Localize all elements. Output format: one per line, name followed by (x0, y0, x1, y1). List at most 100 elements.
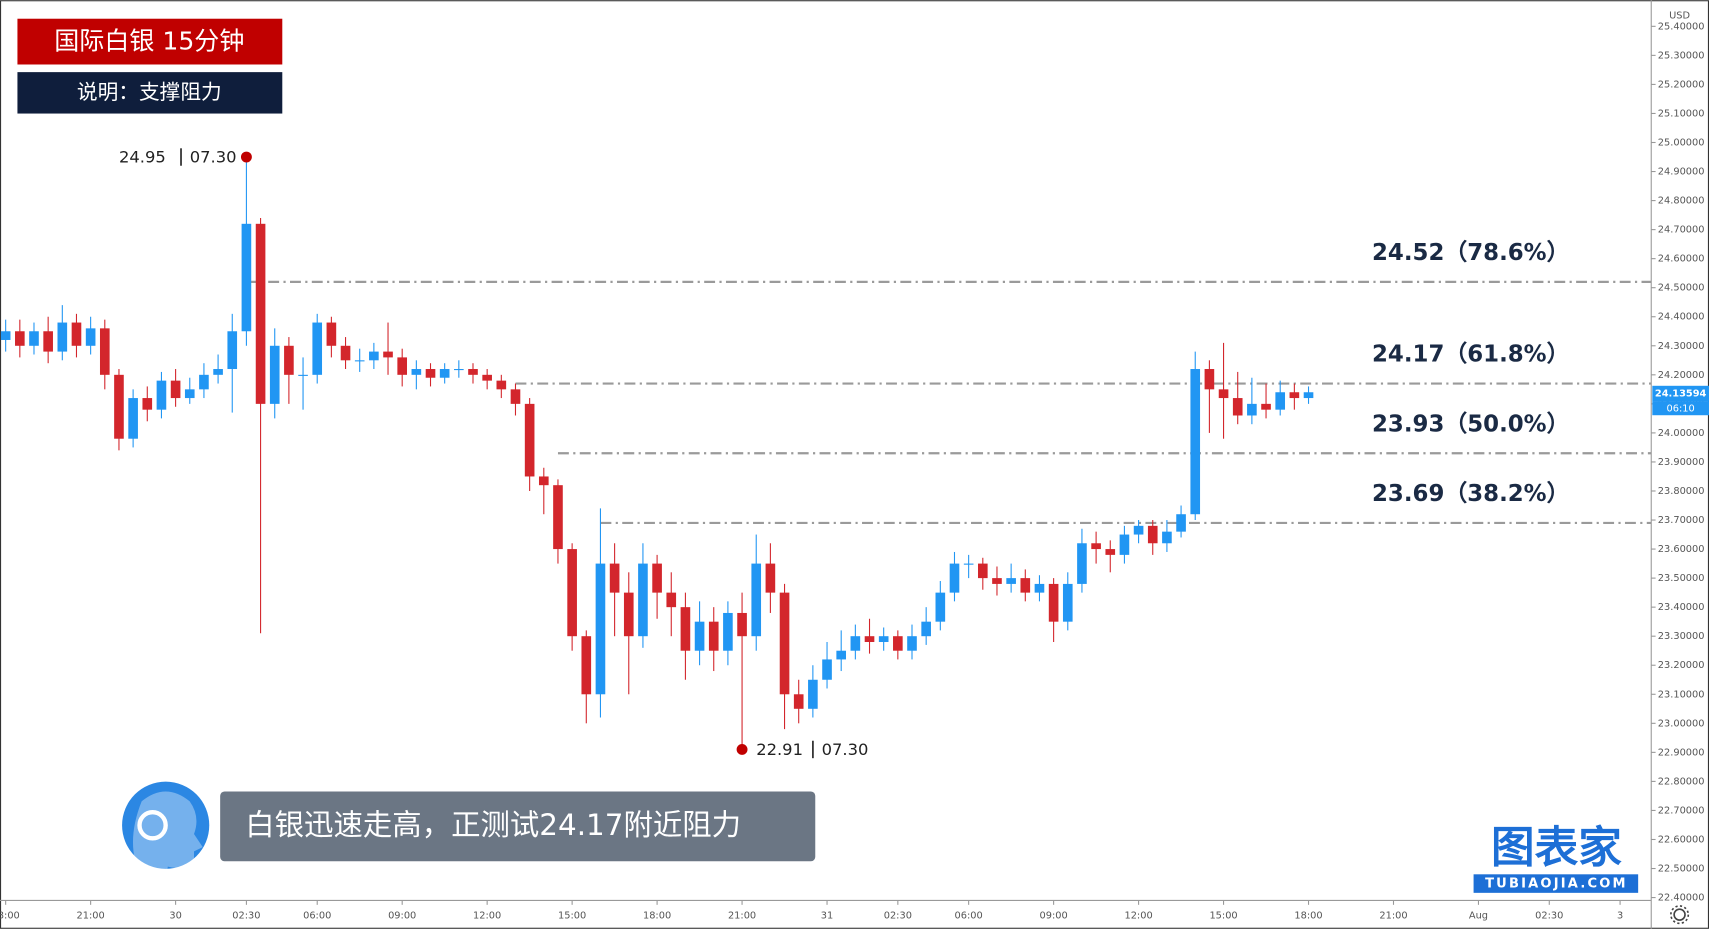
candle-body (439, 369, 450, 378)
y-tick-label: 24.90000 (1658, 167, 1705, 178)
candle-body (510, 389, 521, 404)
subtitle-box (17, 72, 283, 114)
settings-icon[interactable] (1670, 905, 1690, 925)
candle-body (71, 322, 82, 346)
candle-body (1048, 583, 1059, 622)
candle-body (524, 403, 535, 477)
candle-body (638, 563, 648, 637)
candle-body (864, 636, 875, 643)
x-tick-label: 31 (821, 911, 833, 922)
title-box (17, 18, 283, 65)
x-tick-label: Aug (1469, 911, 1488, 922)
candle-body (723, 612, 733, 651)
y-tick-label: 22.70000 (1658, 805, 1705, 816)
x-tick-label: 15:00 (1209, 911, 1237, 922)
brand-url-box (1473, 874, 1639, 893)
candle-body (793, 694, 804, 709)
level-label: 23.93（50.0%） (1372, 410, 1569, 437)
last-price-box (1652, 385, 1709, 402)
candle-body (156, 380, 167, 410)
candle-body (808, 679, 818, 709)
x-tick-label: 21:00 (1379, 911, 1407, 922)
x-tick-label: 15:00 (558, 911, 586, 922)
y-tick-label: 23.40000 (1658, 602, 1705, 613)
x-tick-label: 09:00 (1040, 911, 1068, 922)
candle-body (694, 621, 705, 651)
candle-body (284, 345, 294, 375)
brand: 图表家 (1491, 823, 1622, 873)
y-tick-label: 22.60000 (1658, 834, 1705, 845)
y-tick-label: 23.10000 (1658, 689, 1705, 700)
candle-body (482, 374, 492, 381)
x-tick-label: 06:00 (303, 911, 331, 922)
candle-body (878, 636, 889, 643)
candle-body (949, 563, 960, 593)
candle-body (369, 351, 379, 361)
x-tick-label: 18:00 (0, 911, 20, 922)
candle-body (1020, 578, 1031, 593)
candle-body (765, 563, 776, 593)
candle-body (142, 398, 153, 410)
chart-title: 国际白银 15分钟 (54, 27, 244, 56)
y-tick-label: 25.20000 (1658, 79, 1705, 90)
candle-body (850, 636, 861, 651)
candle-body (1275, 392, 1286, 410)
y-tick-label: 23.20000 (1658, 660, 1705, 671)
level-label: 23.69（38.2%） (1372, 480, 1569, 507)
candle-body (1034, 583, 1045, 593)
candle-body (340, 345, 351, 361)
candle-body (1062, 583, 1073, 622)
extreme-time: 07.30 (822, 740, 869, 759)
extreme-dot (736, 744, 748, 755)
countdown: 06:10 (1667, 404, 1695, 415)
candle-body (43, 331, 53, 352)
candle-body (609, 563, 620, 593)
candle-body (581, 636, 592, 695)
candle-body (553, 485, 563, 550)
x-tick-label: 18:00 (1294, 911, 1322, 922)
y-tick-label: 24.80000 (1658, 196, 1705, 207)
candle-body (652, 563, 662, 593)
candle-body (184, 389, 195, 399)
candle-body (411, 369, 422, 375)
candle-body (1091, 543, 1101, 550)
y-tick-label: 25.00000 (1658, 137, 1705, 148)
x-tick-label: 02:30 (232, 911, 260, 922)
candle-body (623, 592, 634, 637)
candle-body (227, 331, 238, 370)
level-label: 24.17（61.8%） (1372, 341, 1569, 368)
candle-body (935, 592, 946, 622)
candle-body (1303, 392, 1314, 399)
y-tick-label: 23.80000 (1658, 486, 1705, 497)
extreme-dot (240, 151, 252, 163)
candle-body (1289, 392, 1300, 399)
x-tick-label: 09:00 (388, 911, 416, 922)
level-label: 24.52（78.6%） (1372, 239, 1569, 266)
candle-body (1077, 543, 1087, 584)
x-tick-label: 12:00 (1124, 911, 1152, 922)
candle-body (199, 374, 209, 390)
candle-body (269, 345, 280, 404)
candle-body (680, 607, 691, 651)
candle-body (114, 374, 124, 439)
extreme-value: 24.95 (119, 148, 166, 167)
candle-body (29, 331, 39, 346)
y-tick-label: 23.60000 (1658, 544, 1705, 555)
candle-body (567, 549, 577, 637)
y-tick-label: 24.50000 (1658, 283, 1705, 294)
candle-body (992, 578, 1002, 584)
y-tick-label: 24.00000 (1658, 428, 1705, 439)
x-tick-label: 3 (1617, 911, 1623, 922)
candle-body (538, 476, 549, 486)
candle-body (1190, 369, 1201, 515)
x-tick-label: 12:00 (473, 911, 501, 922)
candle-body (468, 369, 478, 375)
currency: USD (1669, 10, 1690, 21)
caption-box (220, 791, 816, 862)
extreme-value: 22.91 (756, 740, 803, 759)
candle-body (963, 563, 974, 565)
y-tick-label: 22.50000 (1658, 864, 1705, 875)
x-tick-label: 21:00 (728, 911, 756, 922)
